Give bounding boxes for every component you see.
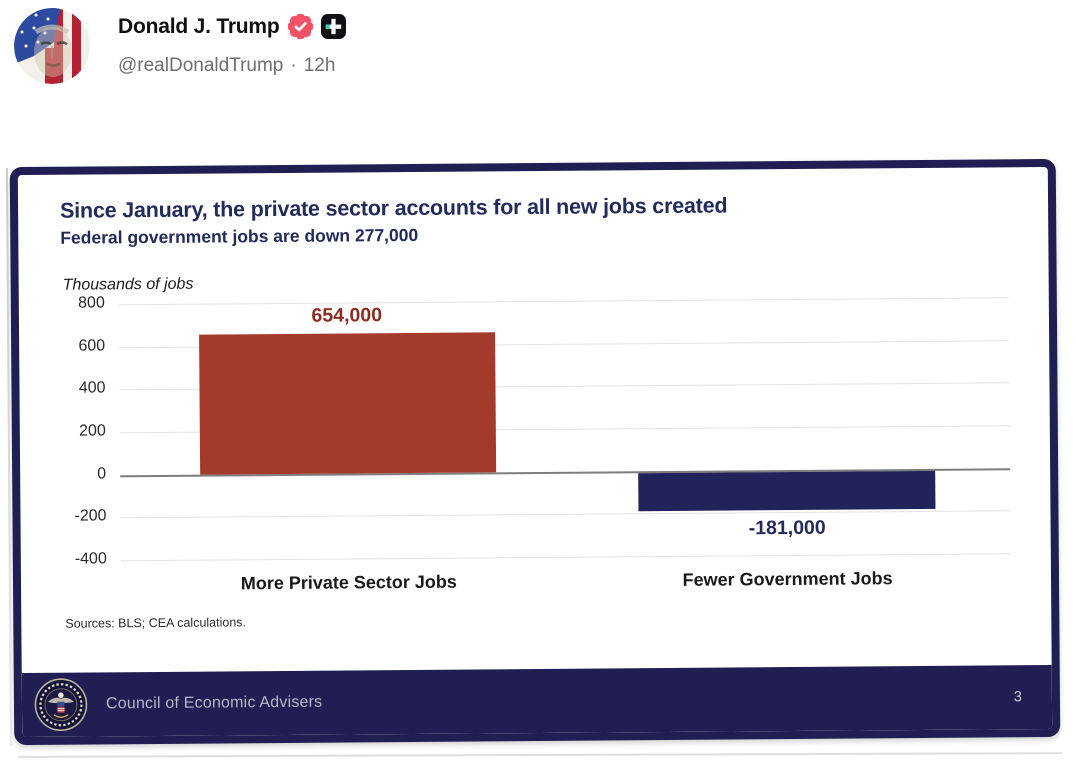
y-tick-label: 200 [79,422,106,440]
category-label: More Private Sector Jobs [240,571,457,594]
y-tick-label: 600 [78,337,106,355]
author-handle[interactable]: @realDonaldTrump [118,55,284,76]
avatar-flag-face-image [14,8,90,84]
bar-chart: 800 600 400 200 0 -200 -400 654,000 -181,000 [43,294,1011,568]
page-number: 3 [1013,689,1023,706]
slide-footer: Council of Economic Advisers 3 [21,664,1053,738]
post-image-attachment[interactable]: Since January, the private sector accoun… [9,158,1061,746]
slide-title: Since January, the private sector accoun… [59,193,728,223]
category-label: Fewer Government Jobs [682,568,893,590]
cea-seal-icon [34,678,88,732]
post-timestamp[interactable]: 12h [303,55,336,76]
bar-value-label: 654,000 [311,304,383,327]
y-axis-tick-labels: 800 600 400 200 0 -200 -400 [43,294,121,567]
author-name[interactable]: Donald J. Trump [118,14,280,38]
gridline [118,297,1009,306]
bar-government [638,470,936,512]
bar-value-label: -181,000 [748,517,826,540]
sources-note: Sources: BLS; CEA calculations. [65,615,247,631]
post-header: Donald J. Trump [118,13,346,40]
y-axis-title: Thousands of jobs [62,275,194,294]
avatar[interactable] [14,8,90,84]
gridline [120,553,1011,562]
y-tick-label: 400 [78,379,106,397]
y-tick-label: -200 [74,507,107,525]
plus-badge-icon [320,14,346,39]
gridline [120,510,1011,519]
footer-organization: Council of Economic Advisers [105,693,323,713]
verified-badge-icon [287,13,313,40]
y-tick-label: 0 [97,465,107,483]
plot-area: 654,000 -181,000 [118,297,1011,562]
cea-slide: Since January, the private sector accoun… [9,158,1061,746]
y-tick-label: 800 [78,294,105,312]
slide-subtitle: Federal government jobs are down 277,000 [60,224,419,248]
bar-private-sector [199,332,496,475]
y-tick-label: -400 [74,550,107,568]
scan-edge-artifact-bottom [17,752,1063,758]
category-labels: More Private Sector Jobs Fewer Government… [121,567,1011,600]
post-meta: @realDonaldTrump · 12h [118,55,335,77]
meta-separator: · [290,55,297,76]
